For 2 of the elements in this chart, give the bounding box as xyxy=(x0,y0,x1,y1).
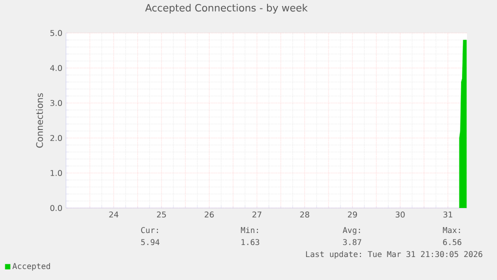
y-axis-title: Connections xyxy=(36,93,43,148)
chart-title: Accepted Connections - by week xyxy=(145,4,308,14)
